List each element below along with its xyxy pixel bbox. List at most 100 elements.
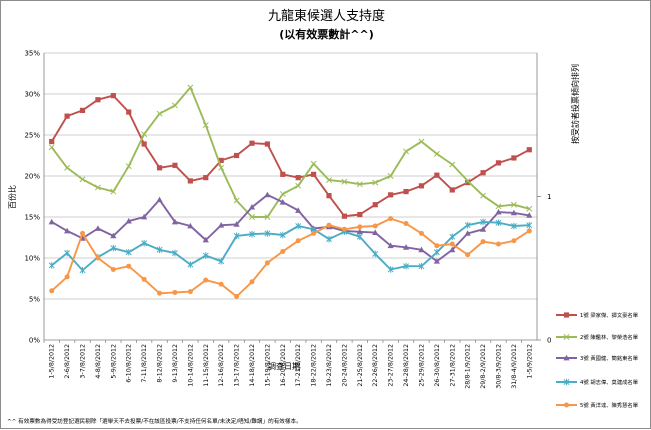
data-point: [48, 218, 55, 225]
x-tick-label: 6-10/8/2012: [126, 344, 133, 383]
data-point: [434, 172, 440, 178]
data-point: [187, 84, 194, 91]
data-point: [402, 244, 410, 250]
y-tick-label: 15%: [24, 214, 40, 222]
x-tick-label: 28/8-1/9/2012: [465, 344, 472, 389]
x-tick-label: 26-30/8/2012: [434, 344, 441, 387]
data-point: [372, 179, 379, 186]
data-point: [156, 110, 163, 117]
x-tick-label: 13-17/8/2012: [234, 344, 241, 387]
data-point: [64, 249, 71, 257]
data-point: [418, 262, 425, 270]
data-point: [403, 148, 410, 155]
data-point: [510, 201, 517, 208]
data-point: [125, 217, 132, 224]
data-point: [563, 354, 570, 361]
x-tick-label: 25-29/8/2012: [418, 344, 425, 387]
data-point: [64, 274, 70, 280]
x-tick-label: 23-27/8/2012: [388, 344, 395, 387]
data-point: [326, 222, 332, 228]
chart-subtitle: (以有效票數計^^): [279, 27, 374, 41]
data-point: [49, 288, 55, 294]
data-point: [372, 223, 378, 229]
data-point: [79, 107, 86, 113]
data-point: [310, 160, 317, 167]
data-point: [141, 141, 147, 147]
data-point: [326, 177, 332, 184]
data-point: [218, 164, 225, 171]
data-point: [495, 203, 502, 210]
data-point: [433, 258, 440, 264]
y-tick-label: 20%: [24, 173, 40, 181]
data-point: [464, 177, 471, 184]
x-tick-label: 22-26/8/2012: [372, 344, 379, 387]
data-point: [125, 163, 132, 170]
y-tick-label: 35%: [24, 50, 40, 58]
data-point: [480, 239, 486, 245]
data-point: [356, 233, 363, 240]
data-point: [563, 378, 570, 386]
data-point: [249, 214, 255, 220]
y-axis-ticks: 0% 5% 10% 15% 20% 25% 30% 35%: [24, 50, 40, 345]
legend: 1號 梁家傑、譚文豪名單 2號 陳鑑林、黎榮浩名單 3號 黃國健、簡銘東名單 4號 胡…: [556, 311, 638, 409]
data-point: [218, 222, 225, 228]
data-point: [388, 216, 394, 222]
data-point: [171, 249, 178, 257]
data-point: [295, 222, 302, 230]
data-point: [449, 187, 455, 193]
data-point: [156, 196, 163, 203]
data-point: [510, 209, 517, 216]
data-point: [110, 188, 117, 195]
data-point: [403, 221, 409, 227]
data-point: [418, 138, 425, 145]
data-point: [280, 248, 286, 254]
data-point: [233, 152, 240, 159]
data-point: [388, 192, 394, 198]
x-tick-label: 7-11/8/2012: [141, 344, 148, 383]
data-point: [372, 250, 379, 258]
x-tick-label: 29/8-2/9/2012: [480, 344, 487, 389]
data-point: [495, 241, 501, 247]
data-point: [357, 224, 363, 230]
data-point: [434, 243, 440, 249]
footnote: ^^ 有效票數為得受訪登記選民剔除「選舉天不去投票/不在該區投票/不支持任何名單…: [7, 417, 302, 425]
x-tick-label: 4-8/8/2012: [95, 344, 102, 379]
data-point: [264, 260, 270, 266]
data-point: [233, 232, 240, 240]
data-point: [480, 218, 487, 226]
x-tick-label: 9-13/8/2012: [172, 344, 179, 383]
x-tick-label: 5-9/8/2012: [110, 344, 117, 379]
data-point: [563, 312, 570, 318]
data-point: [341, 226, 347, 232]
data-point: [48, 262, 55, 269]
series-5: [49, 216, 532, 300]
data-point: [264, 214, 271, 220]
data-point: [563, 334, 570, 340]
data-point: [110, 244, 117, 252]
legend-label: 5號 黃洋達、陳秀慧名單: [580, 401, 638, 409]
x-tick-label: 27-31/8/2012: [449, 344, 456, 387]
data-point: [264, 230, 271, 237]
y-tick-label: 30%: [24, 91, 40, 99]
x-tick-label: 14-18/8/2012: [249, 344, 256, 387]
data-point: [387, 173, 394, 179]
data-point: [433, 150, 440, 157]
x-axis-title: 調查日期: [268, 361, 300, 371]
data-point: [141, 276, 147, 282]
x-tick-label: 1-5/8/2012: [49, 344, 56, 379]
data-point: [141, 131, 148, 138]
data-point: [157, 290, 163, 296]
chart-title: 九龍東候選人支持度: [268, 8, 385, 24]
data-point: [64, 164, 71, 171]
data-point: [311, 171, 317, 177]
series-line: [50, 86, 530, 218]
data-point: [126, 263, 132, 269]
data-point: [141, 239, 148, 247]
data-point: [511, 238, 517, 244]
data-point: [341, 213, 348, 219]
data-point: [187, 289, 193, 295]
data-point: [526, 212, 533, 218]
data-point: [295, 182, 302, 189]
series-line: [50, 94, 530, 218]
